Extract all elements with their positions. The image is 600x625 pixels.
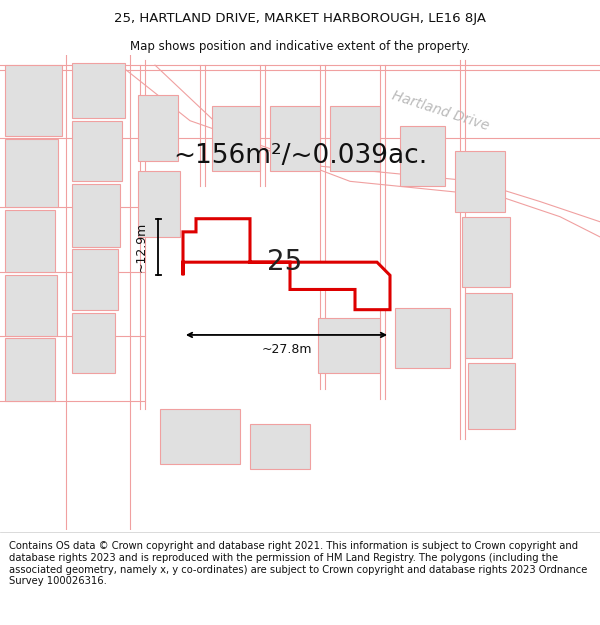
Polygon shape	[330, 106, 380, 171]
Text: 25: 25	[268, 248, 302, 276]
Polygon shape	[5, 209, 55, 272]
Polygon shape	[468, 363, 515, 429]
Text: ~12.9m: ~12.9m	[135, 222, 148, 272]
Polygon shape	[72, 312, 115, 373]
Polygon shape	[72, 184, 120, 247]
Polygon shape	[270, 106, 320, 171]
Polygon shape	[318, 318, 380, 373]
Polygon shape	[72, 249, 118, 309]
Text: ~156m²/~0.039ac.: ~156m²/~0.039ac.	[173, 143, 427, 169]
Text: Map shows position and indicative extent of the property.: Map shows position and indicative extent…	[130, 39, 470, 52]
Polygon shape	[160, 409, 240, 464]
Polygon shape	[455, 151, 505, 212]
Polygon shape	[5, 276, 57, 336]
Polygon shape	[5, 338, 55, 401]
Text: Contains OS data © Crown copyright and database right 2021. This information is : Contains OS data © Crown copyright and d…	[9, 541, 587, 586]
Polygon shape	[465, 292, 512, 358]
Polygon shape	[5, 139, 58, 207]
Polygon shape	[72, 121, 122, 181]
Text: 25, HARTLAND DRIVE, MARKET HARBOROUGH, LE16 8JA: 25, HARTLAND DRIVE, MARKET HARBOROUGH, L…	[114, 12, 486, 25]
Polygon shape	[395, 308, 450, 368]
Text: ~27.8m: ~27.8m	[262, 343, 312, 356]
Polygon shape	[400, 126, 445, 186]
Polygon shape	[72, 63, 125, 118]
Polygon shape	[138, 96, 178, 161]
Polygon shape	[462, 217, 510, 288]
Polygon shape	[250, 424, 310, 469]
Polygon shape	[138, 171, 180, 237]
Polygon shape	[5, 65, 62, 136]
Text: Hartland Drive: Hartland Drive	[389, 88, 490, 133]
Polygon shape	[212, 106, 260, 171]
Polygon shape	[183, 219, 390, 309]
